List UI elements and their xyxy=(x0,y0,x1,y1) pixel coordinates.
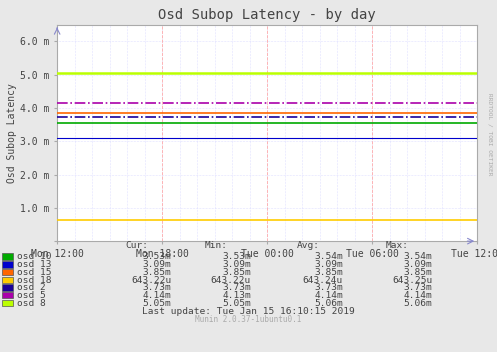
Text: Max:: Max: xyxy=(386,241,409,250)
Text: 3.73m: 3.73m xyxy=(314,283,343,293)
Text: 3.09m: 3.09m xyxy=(222,260,251,269)
Text: 3.53m: 3.53m xyxy=(222,252,251,262)
Text: 4.14m: 4.14m xyxy=(143,291,171,300)
Text: osd 8: osd 8 xyxy=(17,299,46,308)
Text: Avg:: Avg: xyxy=(297,241,320,250)
Text: 3.09m: 3.09m xyxy=(314,260,343,269)
Text: Cur:: Cur: xyxy=(125,241,148,250)
Text: 3.85m: 3.85m xyxy=(143,268,171,277)
Text: 4.14m: 4.14m xyxy=(314,291,343,300)
Text: 3.54m: 3.54m xyxy=(314,252,343,262)
Text: 3.85m: 3.85m xyxy=(314,268,343,277)
Text: 5.06m: 5.06m xyxy=(404,299,432,308)
Text: 643.22u: 643.22u xyxy=(131,276,171,285)
Text: 5.05m: 5.05m xyxy=(222,299,251,308)
Text: 3.73m: 3.73m xyxy=(222,283,251,293)
Text: RRDTOOL / TOBI OETIKER: RRDTOOL / TOBI OETIKER xyxy=(487,93,492,175)
Text: 3.53m: 3.53m xyxy=(143,252,171,262)
Text: 643.24u: 643.24u xyxy=(303,276,343,285)
Text: 3.73m: 3.73m xyxy=(404,283,432,293)
Text: osd 5: osd 5 xyxy=(17,291,46,300)
Text: 3.85m: 3.85m xyxy=(404,268,432,277)
Text: 643.25u: 643.25u xyxy=(392,276,432,285)
Text: 5.06m: 5.06m xyxy=(314,299,343,308)
Text: osd 18: osd 18 xyxy=(17,276,52,285)
Text: Munin 2.0.37-1ubuntu0.1: Munin 2.0.37-1ubuntu0.1 xyxy=(195,315,302,324)
Text: 5.05m: 5.05m xyxy=(143,299,171,308)
Text: osd 2: osd 2 xyxy=(17,283,46,293)
Text: 4.14m: 4.14m xyxy=(404,291,432,300)
Y-axis label: Osd Subop Latency: Osd Subop Latency xyxy=(7,83,17,183)
Text: 3.09m: 3.09m xyxy=(404,260,432,269)
Title: Osd Subop Latency - by day: Osd Subop Latency - by day xyxy=(158,8,376,22)
Text: 4.13m: 4.13m xyxy=(222,291,251,300)
Text: Last update: Tue Jan 15 16:10:15 2019: Last update: Tue Jan 15 16:10:15 2019 xyxy=(142,307,355,316)
Text: 3.09m: 3.09m xyxy=(143,260,171,269)
Text: osd 13: osd 13 xyxy=(17,260,52,269)
Text: osd 15: osd 15 xyxy=(17,268,52,277)
Text: 3.85m: 3.85m xyxy=(222,268,251,277)
Text: 3.73m: 3.73m xyxy=(143,283,171,293)
Text: Min:: Min: xyxy=(205,241,228,250)
Text: osd 10: osd 10 xyxy=(17,252,52,262)
Text: 643.22u: 643.22u xyxy=(211,276,251,285)
Text: 3.54m: 3.54m xyxy=(404,252,432,262)
